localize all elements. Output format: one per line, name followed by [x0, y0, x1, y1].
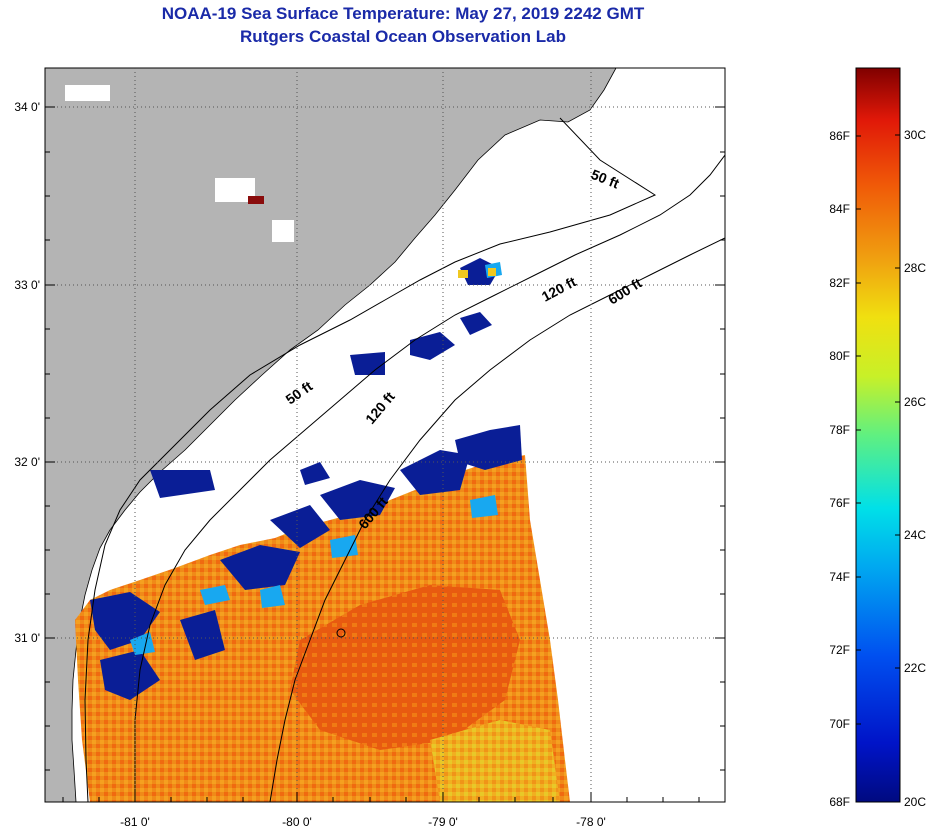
colorbar-label-c: 30C — [904, 128, 926, 142]
colorbar-label-f: 72F — [829, 643, 850, 657]
colorbar-label-f: 68F — [829, 795, 850, 809]
colorbar-label-f: 78F — [829, 423, 850, 437]
lat-tick-label: 31 0' — [14, 631, 40, 645]
contour-ring — [336, 628, 346, 638]
cold-water-patches — [90, 258, 522, 700]
colorbar-label-f: 76F — [829, 496, 850, 510]
lon-tick-label: -78 0' — [576, 815, 606, 829]
contour-120ft — [134, 154, 725, 802]
colorbar-label-c: 20C — [904, 795, 926, 809]
map-frame — [44, 67, 726, 803]
lat-tick-label: 32 0' — [14, 455, 40, 469]
bathymetry-contours — [84, 117, 725, 802]
contour-50ft — [84, 117, 657, 802]
map-title: NOAA-19 Sea Surface Temperature: May 27,… — [161, 4, 645, 23]
lat-tick-label: 34 0' — [14, 100, 40, 114]
colorbar-label-c: 26C — [904, 395, 926, 409]
cool-water-patches — [130, 262, 502, 655]
colorbar-label-f: 70F — [829, 717, 850, 731]
map-subtitle: Rutgers Coastal Ocean Observation Lab — [240, 27, 566, 46]
colorbar-label-c: 28C — [904, 261, 926, 275]
hot-water-region — [290, 585, 520, 750]
contour-600ft — [269, 237, 725, 802]
colorbar-label-f: 80F — [829, 349, 850, 363]
colorbar-label-c: 22C — [904, 661, 926, 675]
colorbar-label-c: 24C — [904, 528, 926, 542]
colorbar-label-f: 84F — [829, 202, 850, 216]
grid-lines — [45, 68, 725, 802]
land-area — [45, 68, 616, 802]
lon-tick-label: -79 0' — [428, 815, 458, 829]
hot-pixel — [248, 196, 264, 204]
colorbar-label-f: 82F — [829, 276, 850, 290]
yellow-spots — [458, 268, 496, 278]
inland-water — [65, 85, 294, 242]
colorbar-label-f: 74F — [829, 570, 850, 584]
tick-marks — [45, 106, 725, 802]
lon-tick-label: -81 0' — [120, 815, 150, 829]
colorbar-ticks — [856, 134, 900, 725]
lat-tick-label: 33 0' — [14, 278, 40, 292]
colorbar-gradient — [855, 67, 901, 803]
colorbar-label-f: 86F — [829, 129, 850, 143]
lon-tick-label: -80 0' — [282, 815, 312, 829]
yellow-water-region — [430, 720, 560, 802]
